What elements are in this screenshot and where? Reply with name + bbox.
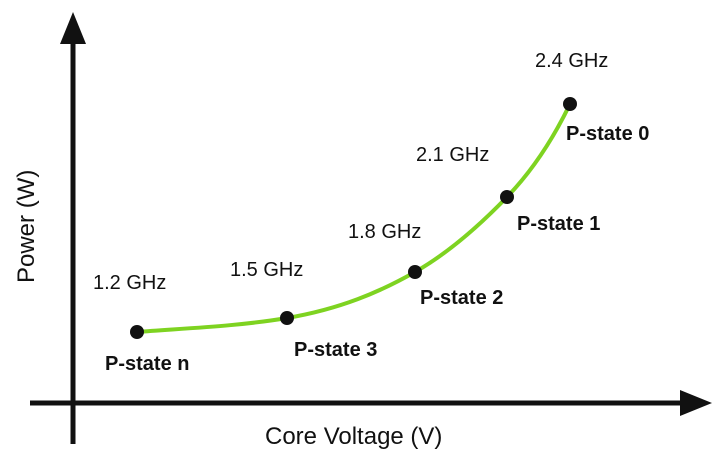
freq-label-pstate-0: 2.4 GHz (535, 50, 608, 72)
y-axis-title: Power (W) (13, 170, 40, 283)
x-axis-arrowhead (680, 390, 712, 416)
freq-label-pstate-1: 2.1 GHz (416, 144, 489, 166)
state-label-pstate-2: P-state 2 (420, 287, 503, 309)
freq-label-pstate-3: 1.5 GHz (230, 259, 303, 281)
point-pstate-3 (280, 311, 294, 325)
point-pstate-2 (408, 265, 422, 279)
state-label-pstate-n: P-state n (105, 353, 189, 375)
x-axis-title: Core Voltage (V) (265, 423, 442, 450)
freq-label-pstate-n: 1.2 GHz (93, 272, 166, 294)
power-curve (136, 103, 572, 334)
state-label-pstate-0: P-state 0 (566, 123, 649, 145)
state-label-pstate-1: P-state 1 (517, 213, 600, 235)
point-pstate-n (130, 325, 144, 339)
freq-label-pstate-2: 1.8 GHz (348, 221, 421, 243)
point-pstate-0 (563, 97, 577, 111)
y-axis-arrowhead (60, 12, 86, 44)
point-pstate-1 (500, 190, 514, 204)
state-label-pstate-3: P-state 3 (294, 339, 377, 361)
